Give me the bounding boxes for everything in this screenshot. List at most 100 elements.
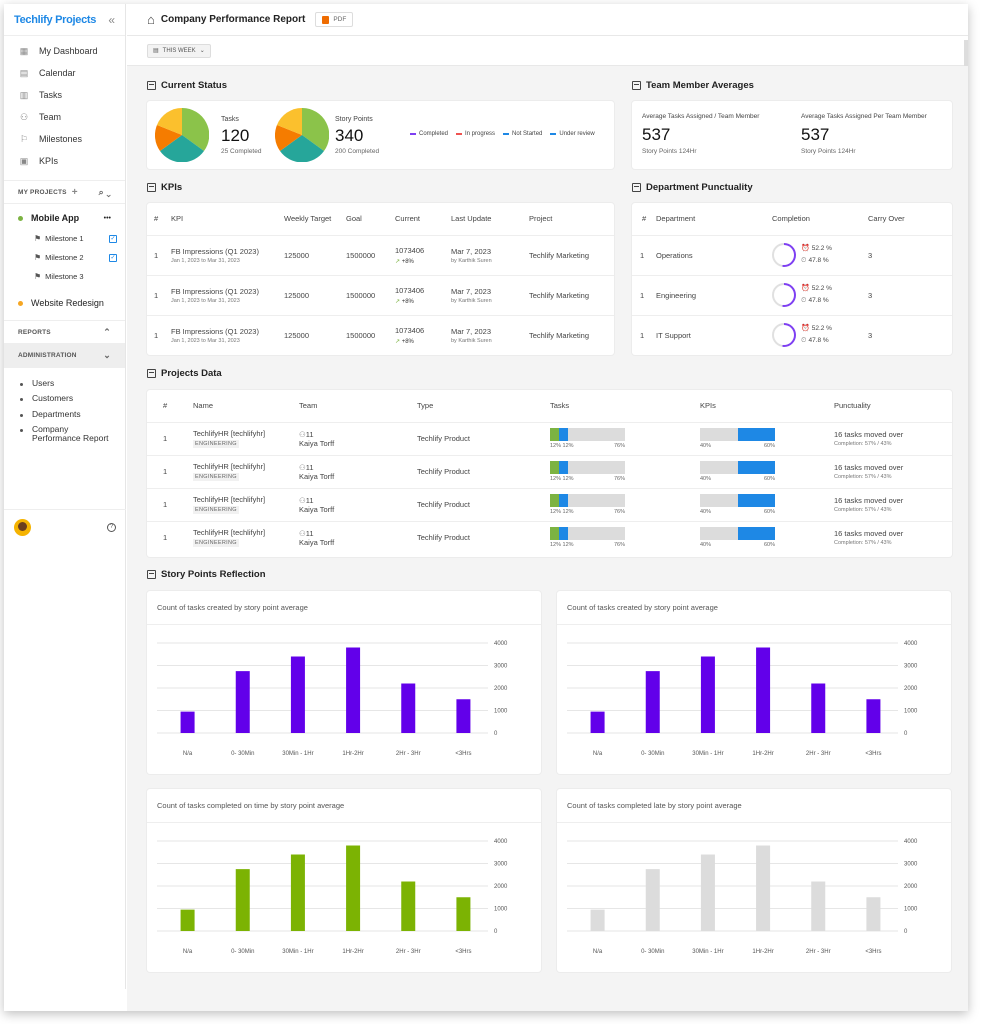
pct-a: 40% — [700, 443, 712, 449]
current-cell: 1073406 ↗ +8% — [395, 275, 451, 316]
tasks-icon: ▥ — [19, 89, 29, 100]
bullet-icon — [20, 398, 23, 402]
nav-item-dashboard[interactable]: ▦ My Dashboard — [4, 40, 125, 62]
admin-item-customers[interactable]: Customers — [4, 391, 125, 406]
reports-header[interactable]: REPORTS ⌃ — [4, 320, 125, 344]
bar[interactable] — [456, 699, 471, 733]
bar-segment-remaining — [568, 428, 625, 441]
y-tick-label: 4000 — [494, 641, 508, 647]
bar[interactable] — [290, 854, 305, 932]
department-name: IT Support — [656, 330, 691, 340]
project-item-website-redesign[interactable]: Website Redesign — [4, 292, 125, 314]
punctuality-sub: Completion: 57% / 43% — [834, 540, 892, 547]
bar[interactable] — [235, 671, 250, 733]
add-project-icon[interactable]: + — [71, 186, 78, 198]
bar[interactable] — [401, 683, 416, 734]
table-row[interactable]: 1 TechlifyHR [techlifyhr] ENGINEERING ⚇11 Ka… — [147, 422, 952, 456]
admin-item-users[interactable]: Users — [4, 376, 125, 391]
legend-label: Not Started — [512, 131, 543, 137]
brand-logo[interactable]: Techlify Projects — [14, 13, 97, 26]
column-header: KPIs — [700, 390, 834, 423]
export-pdf-button[interactable]: PDF — [315, 12, 354, 27]
checked-icon[interactable]: ✓ — [109, 253, 117, 262]
search-projects-icon[interactable]: ⌕ ⌄ — [98, 186, 111, 197]
bar[interactable] — [866, 897, 881, 931]
more-options-icon[interactable]: ••• — [103, 214, 111, 222]
kpi-name: FB Impressions (Q1 2023) — [171, 246, 259, 256]
avatar[interactable] — [14, 519, 31, 536]
weekly-target: 125000 — [284, 275, 346, 316]
punctuality-text: 16 tasks moved over — [834, 430, 904, 439]
project-name[interactable]: TechlifyHR [techlifyhr] — [193, 528, 266, 538]
project-item-mobile-app[interactable]: Mobile App ••• — [4, 207, 125, 229]
admin-item-company-performance-report[interactable]: Company Performance Report — [4, 422, 125, 447]
checked-icon[interactable]: ✓ — [109, 234, 117, 243]
bar[interactable] — [590, 711, 605, 733]
milestone-item[interactable]: ⚑ Milestone 3 — [4, 267, 125, 286]
bar[interactable] — [811, 881, 826, 932]
bar[interactable] — [811, 683, 826, 734]
completion-pcts: ⏰ 52.2 % ⏲ 47.8 % — [801, 243, 832, 267]
x-tick-label: 2Hr - 3Hr — [396, 949, 421, 955]
bar[interactable] — [590, 909, 605, 931]
update-cell: Mar 7, 2023 by Karthik Suren — [451, 275, 529, 316]
collapse-sidebar-icon[interactable]: « — [108, 12, 115, 27]
help-icon[interactable]: ? — [107, 523, 116, 532]
table-header-row: # Department Completion Carry Over — [632, 203, 952, 236]
table-row[interactable]: 1 TechlifyHR [techlifyhr] ENGINEERING ⚇11 Ka… — [147, 455, 952, 489]
x-tick-label: N/a — [183, 949, 193, 955]
x-tick-label: 0- 30Min — [231, 751, 254, 757]
nav-item-milestones[interactable]: ⚐ Milestones — [4, 128, 125, 150]
scrollbar[interactable] — [964, 40, 968, 66]
date-filter-dropdown[interactable]: ▤ THIS WEEK ⌄ — [147, 43, 211, 58]
table-row[interactable]: 1 FB Impressions (Q1 2023) Jan 1, 2023 to… — [147, 315, 614, 355]
project-name[interactable]: TechlifyHR [techlifyhr] — [193, 495, 266, 504]
bar[interactable] — [346, 845, 361, 932]
table-row[interactable]: 1 FB Impressions (Q1 2023) Jan 1, 2023 to… — [147, 235, 614, 276]
bar-labels: 40% 60% — [700, 509, 775, 515]
nav-label: Team — [39, 112, 62, 122]
bar[interactable] — [346, 647, 361, 734]
table-row[interactable]: 1 TechlifyHR [techlifyhr] ENGINEERING ⚇11 Ka… — [147, 488, 952, 522]
milestone-item[interactable]: ⚑ Milestone 2 ✓ — [4, 248, 125, 267]
legend-swatch — [410, 133, 416, 135]
nav-item-tasks[interactable]: ▥ Tasks — [4, 84, 125, 106]
project-name[interactable]: TechlifyHR [techlifyhr] — [193, 462, 266, 471]
project-name[interactable]: TechlifyHR [techlifyhr] — [193, 429, 266, 438]
column-header: KPI — [171, 203, 284, 236]
trend-up-icon: ↗ — [395, 338, 401, 345]
table-row[interactable]: 1 Operations ⏰ 52.2 % ⏲ 47.8 % 3 — [632, 235, 952, 276]
bar[interactable] — [645, 869, 660, 931]
milestone-item[interactable]: ⚑ Milestone 1 ✓ — [4, 229, 125, 248]
bar[interactable] — [756, 647, 771, 734]
bar[interactable] — [180, 711, 195, 733]
nav-item-team[interactable]: ⚇ Team — [4, 106, 125, 128]
bar[interactable] — [866, 699, 881, 733]
bar[interactable] — [456, 897, 471, 931]
bar[interactable] — [700, 656, 715, 734]
current-value: 1073406 — [395, 285, 425, 295]
table-row[interactable]: 1 IT Support ⏰ 52.2 % ⏲ 47.8 % 3 — [632, 315, 952, 355]
administration-header[interactable]: ADMINISTRATION ⌄ — [4, 344, 125, 368]
y-tick-label: 0 — [494, 731, 498, 737]
pct-b: 12% — [562, 542, 574, 549]
bar[interactable] — [180, 909, 195, 931]
bar[interactable] — [700, 854, 715, 932]
bar[interactable] — [756, 845, 771, 932]
bar[interactable] — [401, 881, 416, 932]
milestone-label: Milestone 3 — [45, 272, 84, 281]
table-row[interactable]: 1 Engineering ⏰ 52.2 % ⏲ 47.8 % 3 — [632, 275, 952, 316]
current-cell: 1073406 ↗ +8% — [395, 235, 451, 276]
update-cell: Mar 7, 2023 by Karthik Suren — [451, 235, 529, 276]
bar[interactable] — [645, 671, 660, 733]
completion-ring — [772, 243, 796, 267]
nav-item-calendar[interactable]: ▤ Calendar — [4, 62, 125, 84]
kpi-cell: FB Impressions (Q1 2023) Jan 1, 2023 to M… — [171, 315, 284, 355]
nav-item-kpis[interactable]: ▣ KPIs — [4, 150, 125, 172]
bar[interactable] — [235, 869, 250, 931]
bar[interactable] — [290, 656, 305, 734]
table-row[interactable]: 1 FB Impressions (Q1 2023) Jan 1, 2023 to… — [147, 275, 614, 316]
admin-item-departments[interactable]: Departments — [4, 407, 125, 422]
table-row[interactable]: 1 TechlifyHR [techlifyhr] ENGINEERING ⚇11 Ka… — [147, 521, 952, 554]
pct-a: 12% — [550, 443, 562, 449]
